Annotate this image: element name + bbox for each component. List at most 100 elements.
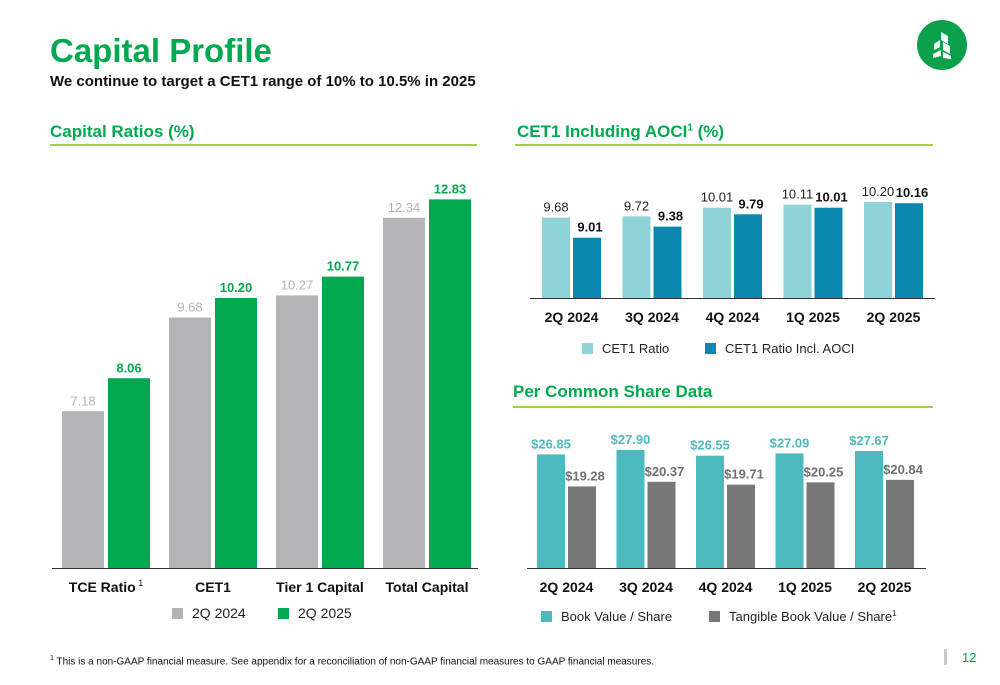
tree-logo-icon xyxy=(917,20,967,70)
data-label: $19.71 xyxy=(724,467,764,482)
data-label: 10.20 xyxy=(220,280,253,295)
bar-per_share-0 xyxy=(775,453,804,568)
data-label: $27.09 xyxy=(770,435,810,450)
legend-label: 2Q 2024 xyxy=(192,605,246,621)
bar-cet1_aoci-1 xyxy=(734,214,762,298)
footnote-marker: 1 xyxy=(687,122,693,134)
bar-cet1_aoci-1 xyxy=(814,207,843,298)
footnote-marker: 1 xyxy=(136,578,144,588)
category-label: 2Q 2025 xyxy=(858,579,912,595)
bar-per_share-1 xyxy=(886,479,914,568)
data-label: $27.67 xyxy=(849,433,889,448)
bar-capital_ratios-1 xyxy=(108,378,150,568)
bar-capital_ratios-1 xyxy=(215,298,257,568)
bar-cet1_aoci-1 xyxy=(895,203,923,298)
data-label: $26.55 xyxy=(690,438,730,453)
data-label: 10.27 xyxy=(281,277,314,292)
data-label: 10.11 xyxy=(782,187,814,202)
cet1-aoci-heading: CET1 Including AOCI1 (%) xyxy=(517,122,724,142)
bar-cet1_aoci-0 xyxy=(783,204,812,298)
category-label: Total Capital xyxy=(386,579,469,595)
section-divider xyxy=(513,406,933,408)
bar-capital_ratios-1 xyxy=(322,276,364,568)
page-subtitle: We continue to target a CET1 range of 10… xyxy=(50,73,476,90)
footnote-marker: 1 xyxy=(892,609,897,618)
category-label: 1Q 2025 xyxy=(778,579,832,595)
legend-swatch xyxy=(709,611,720,622)
data-label: 9.68 xyxy=(543,200,568,215)
legend-label: CET1 Ratio xyxy=(602,341,669,356)
category-label: 3Q 2024 xyxy=(625,309,679,325)
category-label: Tier 1 Capital xyxy=(276,579,364,595)
legend-swatch xyxy=(705,343,716,354)
bar-cet1_aoci-0 xyxy=(864,202,892,298)
cet1-aoci-heading-suffix: (%) xyxy=(692,122,725,141)
legend-swatch xyxy=(172,608,183,619)
category-label: CET1 xyxy=(195,579,231,595)
data-label: 10.20 xyxy=(862,184,895,199)
data-label: 7.18 xyxy=(70,393,95,408)
category-label: 2Q 2024 xyxy=(540,579,594,595)
section-divider xyxy=(515,144,933,146)
data-label: $26.85 xyxy=(531,436,571,451)
data-label: 9.72 xyxy=(624,198,649,213)
data-label: $19.28 xyxy=(565,468,605,483)
bar-cet1_aoci-0 xyxy=(622,216,651,298)
category-label: 4Q 2024 xyxy=(706,309,760,325)
data-label: 9.38 xyxy=(658,209,683,224)
data-label: 12.83 xyxy=(434,181,467,196)
section-divider xyxy=(50,144,477,146)
data-label: 10.16 xyxy=(896,185,929,200)
legend-swatch xyxy=(541,611,552,622)
bar-cet1_aoci-0 xyxy=(703,207,731,298)
data-label: $20.84 xyxy=(883,462,924,477)
legend-swatch xyxy=(278,608,289,619)
legend-swatch xyxy=(582,343,593,354)
data-label: $20.37 xyxy=(645,464,685,479)
page-divider xyxy=(944,649,947,665)
category-label: 3Q 2024 xyxy=(619,579,673,595)
bar-capital_ratios-0 xyxy=(383,217,425,568)
category-label: 2Q 2025 xyxy=(867,309,921,325)
bar-per_share-0 xyxy=(855,450,883,568)
bar-per_share-1 xyxy=(568,486,596,568)
footnote: 1 This is a non-GAAP financial measure. … xyxy=(50,655,654,667)
bar-cet1_aoci-1 xyxy=(573,237,601,298)
per-share-heading: Per Common Share Data xyxy=(513,382,713,401)
cet1-aoci-heading-text: CET1 Including AOCI xyxy=(517,122,688,141)
bar-cet1_aoci-1 xyxy=(653,226,682,298)
legend-label: CET1 Ratio Incl. AOCI xyxy=(725,341,854,356)
legend-label: Tangible Book Value / Share1 xyxy=(729,609,897,624)
bar-cet1_aoci-0 xyxy=(542,217,570,298)
data-label: 9.68 xyxy=(177,300,202,315)
bar-per_share-1 xyxy=(806,482,835,568)
bar-capital_ratios-0 xyxy=(169,317,211,568)
category-label: 4Q 2024 xyxy=(699,579,753,595)
category-label: TCE Ratio 1 xyxy=(69,578,143,595)
data-label: 10.01 xyxy=(701,190,734,205)
page-title: Capital Profile xyxy=(50,32,272,69)
legend-label: Book Value / Share xyxy=(561,609,672,624)
bar-capital_ratios-0 xyxy=(62,411,104,568)
bar-per_share-0 xyxy=(537,454,565,568)
capital-ratios-heading: Capital Ratios (%) xyxy=(50,122,195,141)
data-label: $27.90 xyxy=(611,432,651,447)
data-label: 9.01 xyxy=(577,220,602,235)
bar-per_share-1 xyxy=(727,484,755,568)
page-number: 12 xyxy=(962,650,977,665)
footnote-text: This is a non-GAAP financial measure. Se… xyxy=(53,656,655,668)
data-label: 12.34 xyxy=(388,200,421,215)
data-label: 10.77 xyxy=(327,259,360,274)
bar-capital_ratios-1 xyxy=(429,199,471,568)
bar-per_share-0 xyxy=(696,455,724,568)
data-label: 9.79 xyxy=(738,196,763,211)
bar-capital_ratios-0 xyxy=(276,295,318,568)
category-label: 2Q 2024 xyxy=(545,309,599,325)
data-label: $20.25 xyxy=(804,464,844,479)
category-label: 1Q 2025 xyxy=(786,309,840,325)
data-label: 10.01 xyxy=(815,190,848,205)
data-label: 8.06 xyxy=(116,360,141,375)
footnote-marker: 1 xyxy=(50,655,54,662)
legend-label: 2Q 2025 xyxy=(298,605,352,621)
